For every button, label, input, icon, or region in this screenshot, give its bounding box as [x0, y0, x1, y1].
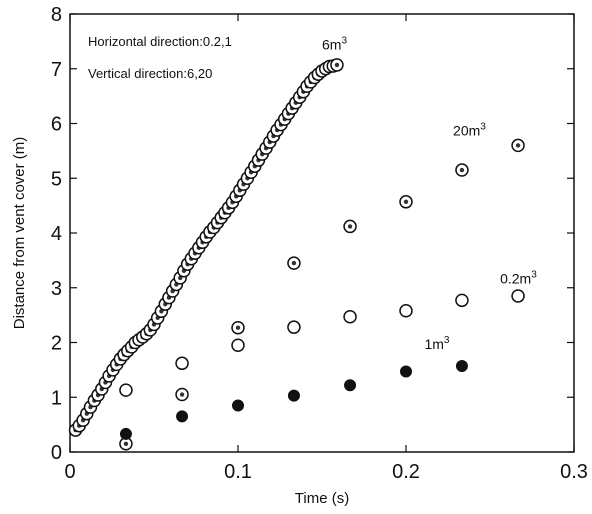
data-point-center — [235, 325, 241, 330]
series-label: 20m3 — [453, 122, 486, 139]
data-point-center — [291, 260, 297, 266]
annotation-vertical: Vertical direction:6,20 — [88, 66, 212, 81]
y-axis-label: Distance from vent cover (m) — [11, 137, 28, 330]
y-tick-label: 2 — [51, 333, 62, 355]
x-tick-label: 0.3 — [560, 461, 588, 483]
data-points — [68, 58, 525, 451]
series-label: 0.2m3 — [500, 269, 537, 286]
data-point — [455, 360, 468, 373]
y-tick-label: 1 — [51, 387, 62, 409]
y-tick-label: 5 — [51, 168, 62, 190]
data-point — [119, 383, 133, 397]
data-point — [400, 365, 412, 378]
data-point — [343, 310, 357, 324]
axis-ticks — [69, 13, 575, 453]
y-tick-label: 6 — [51, 114, 62, 136]
data-point-center — [459, 167, 465, 173]
data-point — [399, 303, 413, 318]
x-tick-label: 0.2 — [392, 461, 420, 483]
data-point-center — [179, 392, 185, 397]
x-tick-label: 0.1 — [224, 461, 252, 483]
data-point-center — [334, 62, 340, 68]
data-point-center — [403, 199, 409, 204]
data-point — [176, 410, 189, 423]
x-tick-label: 0 — [64, 461, 75, 483]
y-tick-label: 7 — [51, 59, 62, 81]
data-point-center — [123, 441, 129, 446]
data-point — [455, 293, 469, 308]
y-tick-label: 8 — [51, 4, 62, 26]
data-point — [119, 427, 132, 440]
data-point — [175, 356, 189, 371]
tick-labels: 0 0.1 0.2 0.3 0 1 2 3 4 5 6 7 8 — [51, 4, 588, 483]
series-label: 6m3 — [322, 36, 347, 53]
data-point-center — [347, 224, 353, 229]
y-tick-label: 4 — [51, 223, 62, 245]
data-point-center — [515, 143, 521, 148]
annotation-horizontal: Horizontal direction:0.2,1 — [88, 34, 232, 49]
data-point — [232, 399, 244, 412]
data-point — [287, 320, 301, 334]
x-axis-label: Time (s) — [295, 490, 349, 507]
data-point — [344, 379, 357, 392]
data-point — [231, 338, 245, 352]
series-label: 1m3 — [424, 335, 449, 352]
y-tick-label: 0 — [51, 442, 62, 464]
y-tick-label: 3 — [51, 278, 62, 300]
series-labels: 6m3 20m3 0.2m3 1m3 — [322, 36, 537, 352]
data-point — [511, 289, 525, 303]
data-point — [287, 389, 300, 402]
